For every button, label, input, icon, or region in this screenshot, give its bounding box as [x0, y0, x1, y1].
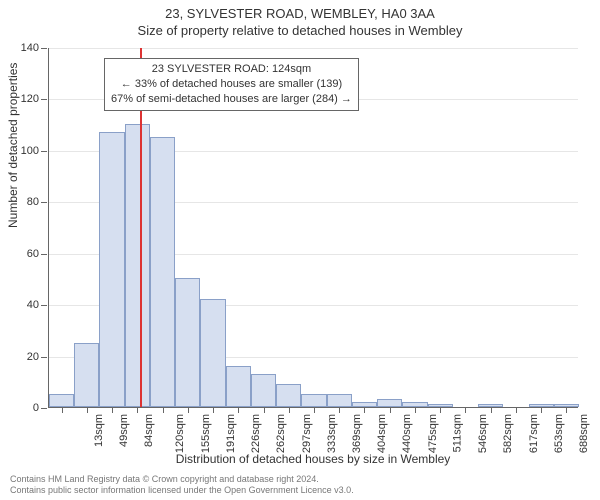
x-tick-label: 120sqm	[174, 414, 186, 453]
histogram-bar	[327, 394, 352, 407]
x-tick	[440, 407, 441, 413]
x-tick	[213, 407, 214, 413]
x-tick	[465, 407, 466, 413]
x-tick-label: 226sqm	[250, 414, 262, 453]
y-tick	[41, 305, 47, 306]
histogram-bar	[175, 278, 200, 407]
y-tick	[41, 151, 47, 152]
x-tick-label: 369sqm	[351, 414, 363, 453]
x-axis-title: Distribution of detached houses by size …	[48, 452, 578, 466]
x-tick	[289, 407, 290, 413]
x-tick-label: 191sqm	[225, 414, 237, 453]
y-tick-label: 60	[11, 248, 39, 260]
x-tick-label: 582sqm	[503, 414, 515, 453]
histogram-bar	[125, 124, 150, 407]
x-tick	[415, 407, 416, 413]
plot-area: 02040608010012014013sqm49sqm84sqm120sqm1…	[48, 48, 578, 408]
x-tick-label: 49sqm	[118, 414, 130, 447]
x-tick-label: 297sqm	[301, 414, 313, 453]
x-tick	[541, 407, 542, 413]
histogram-bar	[200, 299, 225, 407]
x-tick	[566, 407, 567, 413]
annotation-line: ← 33% of detached houses are smaller (13…	[111, 77, 352, 92]
x-tick	[112, 407, 113, 413]
footer-line2: Contains public sector information licen…	[10, 485, 354, 496]
histogram-bar	[301, 394, 326, 407]
histogram-bar	[226, 366, 251, 407]
y-tick	[41, 357, 47, 358]
annotation-box: 23 SYLVESTER ROAD: 124sqm← 33% of detach…	[104, 58, 359, 111]
x-tick-label: 404sqm	[376, 414, 388, 453]
x-tick	[137, 407, 138, 413]
y-tick	[41, 99, 47, 100]
histogram-bar	[150, 137, 175, 407]
y-tick	[41, 254, 47, 255]
x-tick	[314, 407, 315, 413]
x-tick-label: 653sqm	[553, 414, 565, 453]
x-tick	[163, 407, 164, 413]
address-title: 23, SYLVESTER ROAD, WEMBLEY, HA0 3AA	[0, 6, 600, 21]
y-tick-label: 80	[11, 196, 39, 208]
histogram-bar	[99, 132, 124, 407]
x-tick	[188, 407, 189, 413]
x-tick-label: 262sqm	[275, 414, 287, 453]
x-tick-label: 84sqm	[143, 414, 155, 447]
y-tick	[41, 48, 47, 49]
y-tick-label: 100	[11, 145, 39, 157]
histogram-bar	[276, 384, 301, 407]
x-tick-label: 333sqm	[326, 414, 338, 453]
x-tick	[87, 407, 88, 413]
y-tick-label: 40	[11, 299, 39, 311]
x-tick	[390, 407, 391, 413]
histogram-bar	[74, 343, 99, 407]
x-tick	[364, 407, 365, 413]
footer-attribution: Contains HM Land Registry data © Crown c…	[10, 474, 354, 497]
y-tick-label: 20	[11, 351, 39, 363]
x-tick-label: 511sqm	[451, 414, 463, 452]
x-tick-label: 440sqm	[402, 414, 414, 453]
y-tick	[41, 202, 47, 203]
x-tick-label: 475sqm	[427, 414, 439, 453]
histogram-bar	[49, 394, 74, 407]
x-tick	[62, 407, 63, 413]
annotation-line: 67% of semi-detached houses are larger (…	[111, 92, 352, 107]
x-tick-label: 688sqm	[578, 414, 590, 453]
chart-header: 23, SYLVESTER ROAD, WEMBLEY, HA0 3AA Siz…	[0, 0, 600, 38]
histogram-bar	[377, 399, 402, 407]
y-tick-label: 120	[11, 93, 39, 105]
x-tick	[339, 407, 340, 413]
grid-line	[49, 48, 578, 49]
annotation-line: 23 SYLVESTER ROAD: 124sqm	[111, 62, 352, 77]
x-tick-label: 546sqm	[477, 414, 489, 453]
y-tick	[41, 408, 47, 409]
y-tick-label: 0	[11, 402, 39, 414]
x-tick	[264, 407, 265, 413]
x-tick	[516, 407, 517, 413]
x-tick-label: 155sqm	[200, 414, 212, 453]
footer-line1: Contains HM Land Registry data © Crown c…	[10, 474, 354, 485]
subtitle: Size of property relative to detached ho…	[0, 23, 600, 38]
x-tick-label: 617sqm	[528, 414, 540, 453]
histogram-bar	[251, 374, 276, 407]
x-tick-label: 13sqm	[93, 414, 105, 447]
x-tick	[238, 407, 239, 413]
x-tick	[491, 407, 492, 413]
chart-plot: 02040608010012014013sqm49sqm84sqm120sqm1…	[48, 48, 578, 408]
y-tick-label: 140	[11, 42, 39, 54]
